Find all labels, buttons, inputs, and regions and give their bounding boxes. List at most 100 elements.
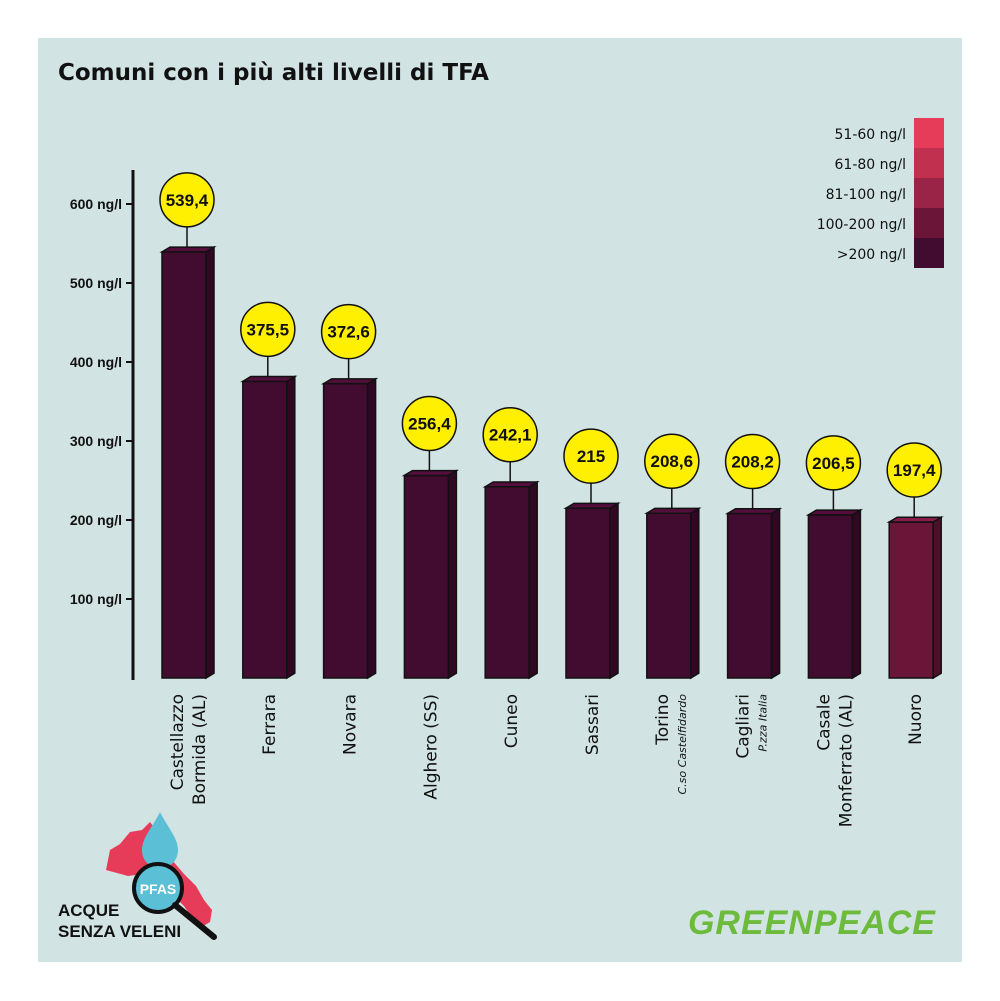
legend-label: 100-200 ng/l: [817, 217, 906, 233]
x-tick-label: Ferrara: [260, 694, 280, 755]
bar-top: [482, 481, 540, 488]
data-label: 539,4: [166, 191, 209, 210]
x-tick-label-group: Sassari: [583, 694, 603, 755]
value-bubble: [482, 406, 538, 463]
data-label: 206,5: [812, 454, 855, 473]
bar: [565, 507, 611, 679]
bar-top: [401, 469, 460, 477]
legend-label: 51-60 ng/l: [835, 127, 907, 143]
y-tick-label: 100 ng/l: [70, 591, 122, 607]
bar: [242, 380, 288, 679]
bar: [807, 514, 854, 679]
legend-swatch: [914, 238, 944, 268]
chart-svg: Comuni con i più alti livelli di TFA 100…: [58, 60, 944, 942]
chart-title: Comuni con i più alti livelli di TFA: [58, 60, 489, 86]
bar: [322, 382, 369, 679]
bar-top: [886, 516, 944, 523]
magnifier-handle: [172, 902, 217, 940]
bar: [161, 251, 207, 679]
data-label: 197,4: [893, 461, 936, 480]
pfas-badge: PFAS: [140, 881, 177, 897]
value-bubble: [240, 301, 296, 358]
bars: 539,4 Castellazzo Bormida (AL) 375,5 Ferrara…: [159, 172, 944, 827]
x-tick-label-group: Torino C.so Castelfidardo: [653, 694, 689, 795]
x-tick-label: Alghero (SS): [421, 694, 441, 800]
x-tick-sublabel: P.zza Italia: [757, 694, 770, 752]
legend-swatch: [914, 148, 944, 178]
value-bubble: [563, 428, 619, 484]
x-tick-sublabel: C.so Castelfidardo: [676, 694, 689, 795]
data-label: 256,4: [408, 414, 451, 433]
x-tick-label: Sassari: [583, 694, 603, 755]
x-tick-label: Bormida (AL): [190, 694, 210, 805]
value-bubble: [320, 303, 377, 360]
data-label: 372,6: [327, 323, 370, 342]
value-bubble: [886, 442, 942, 498]
bar: [403, 474, 450, 679]
legend-swatch: [914, 208, 944, 238]
value-bubble: [724, 433, 781, 490]
value-bubble: [401, 395, 458, 452]
bar-side: [447, 469, 458, 680]
y-ticks: 100 ng/l 200 ng/l 300 ng/l 400 ng/l 500 ng/l…: [70, 196, 133, 607]
x-tick-label-group: Ferrara: [260, 694, 280, 755]
logo-line-1: ACQUE: [58, 901, 119, 920]
bar-side: [366, 377, 377, 680]
water-drop-icon: [142, 812, 178, 868]
y-tick-label: 300 ng/l: [70, 433, 122, 449]
value-bubble: [805, 435, 862, 491]
bar-top: [563, 502, 621, 509]
bar-side: [770, 507, 781, 680]
data-label: 208,2: [731, 453, 774, 472]
y-tick-label: 600 ng/l: [70, 196, 122, 212]
bar-top: [805, 509, 864, 516]
bar-side: [528, 480, 538, 680]
value-bubble: [644, 433, 700, 489]
legend-swatch: [914, 118, 944, 148]
bar-top: [644, 507, 702, 514]
bar-side: [690, 507, 700, 680]
bar-side: [205, 245, 215, 680]
legend-label: >200 ng/l: [837, 247, 906, 263]
x-tick-label: Casale: [814, 694, 834, 751]
data-label: 208,6: [651, 452, 694, 471]
bar-top: [240, 375, 298, 383]
bar: [484, 485, 530, 679]
data-label: 215: [577, 447, 605, 466]
acque-senza-veleni-logo: PFAS ACQUE SENZA VELENI: [58, 812, 217, 941]
data-label: 242,1: [489, 426, 532, 445]
x-tick-label-group: Cagliari P.zza Italia: [734, 694, 770, 759]
x-tick-label: Torino: [653, 694, 673, 746]
legend: 51-60 ng/l 61-80 ng/l 81-100 ng/l 100-200 n…: [817, 118, 944, 268]
x-tick-label: Cagliari: [734, 694, 754, 759]
bar-side: [286, 375, 296, 680]
y-tick-label: 500 ng/l: [70, 275, 122, 291]
data-label: 375,5: [247, 320, 290, 339]
x-tick-label-group: Casale Monferrato (AL): [814, 694, 856, 827]
x-tick-label: Monferrato (AL): [836, 694, 856, 827]
y-tick-label: 200 ng/l: [70, 512, 122, 528]
bar-top: [159, 246, 217, 253]
bar-side: [609, 502, 619, 680]
greenpeace-logo: GREENPEACE: [688, 904, 936, 942]
logo-line-2: SENZA VELENI: [58, 922, 181, 941]
x-tick-label-group: Nuoro: [906, 694, 926, 745]
bar-side: [851, 508, 862, 680]
bar: [888, 521, 934, 679]
value-bubble: [159, 172, 215, 228]
bar-side: [932, 515, 942, 680]
x-tick-label: Nuoro: [906, 694, 926, 745]
x-tick-label: Cuneo: [502, 694, 522, 748]
bar-top: [320, 378, 379, 385]
x-tick-label-group: Alghero (SS): [421, 694, 441, 800]
bar: [646, 512, 692, 679]
chart-panel: Comuni con i più alti livelli di TFA 100…: [38, 38, 962, 962]
x-tick-label-group: Novara: [341, 694, 361, 755]
x-tick-label-group: Cuneo: [502, 694, 522, 748]
legend-swatch: [914, 178, 944, 208]
legend-label: 81-100 ng/l: [826, 187, 906, 203]
x-tick-label: Castellazzo: [168, 694, 188, 790]
bar: [726, 512, 773, 679]
magnifier-icon: [132, 862, 184, 914]
x-tick-label-group: Castellazzo Bormida (AL): [168, 694, 210, 805]
